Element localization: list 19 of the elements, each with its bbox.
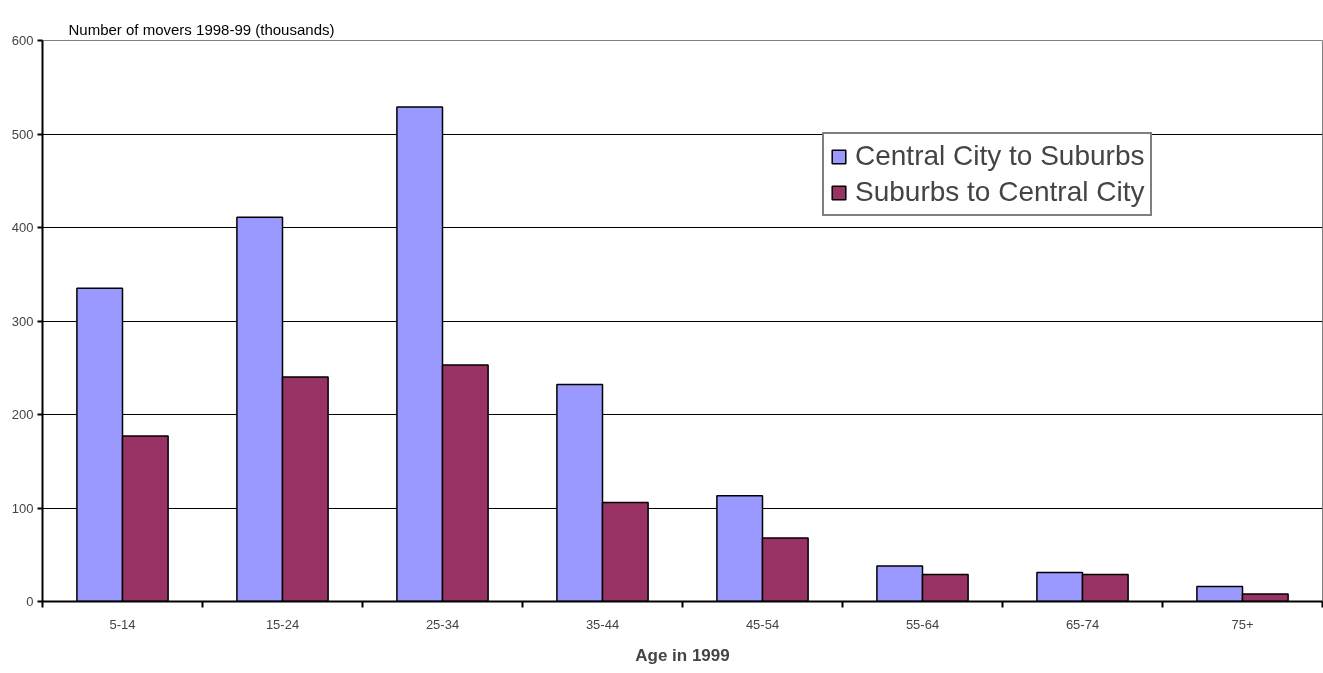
- y-tick-label: 0: [26, 594, 34, 609]
- legend-label: Suburbs to Central City: [855, 176, 1145, 208]
- x-tick-label: 65-74: [1065, 616, 1100, 632]
- legend-label: Central City to Suburbs: [855, 140, 1145, 172]
- y-tick-label: 500: [11, 126, 34, 142]
- y-tick-label: 200: [11, 407, 34, 422]
- y-tick-label: 400: [11, 220, 34, 235]
- x-tick-label: 15-24: [265, 616, 300, 632]
- y-axis-title: Number of movers 1998-99 (thousands): [68, 20, 335, 38]
- y-tick-label: 600: [11, 33, 34, 48]
- x-axis-title: Age in 1999: [635, 645, 730, 665]
- y-tick-label: 100: [11, 500, 34, 516]
- x-tick-label: 75+: [1231, 616, 1254, 632]
- x-tick-label: 55-64: [905, 616, 940, 632]
- x-tick-label: 45-54: [745, 616, 780, 632]
- y-tick-label: 300: [11, 313, 34, 329]
- x-tick-label: 5-14: [109, 616, 136, 632]
- x-tick-label: 25-34: [425, 616, 460, 632]
- x-tick-label: 35-44: [585, 616, 620, 632]
